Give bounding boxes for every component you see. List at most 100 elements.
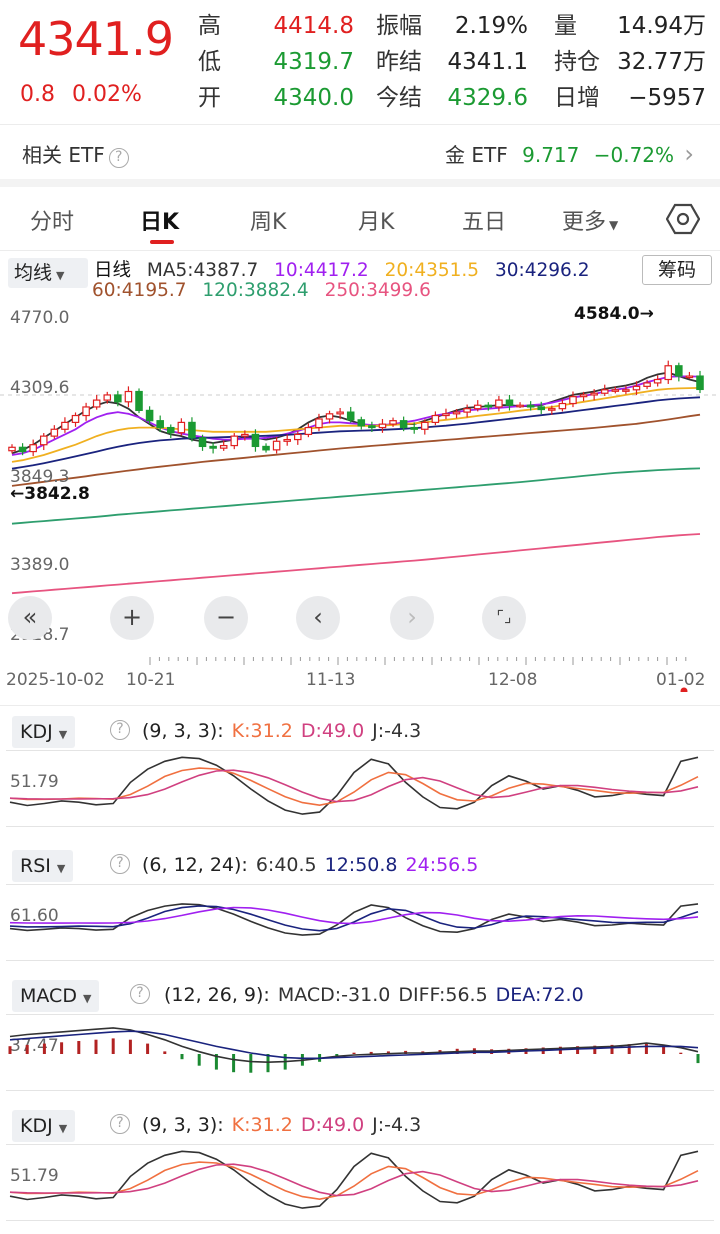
zoom-out-button[interactable]: − (204, 596, 248, 640)
candle-up (283, 438, 291, 442)
candle-down (484, 404, 493, 408)
macd-bar-negative (266, 1054, 270, 1073)
caret-down-icon: ▼ (58, 1122, 68, 1135)
j-line (9, 1150, 699, 1209)
candle-down (114, 394, 122, 403)
candle-up (50, 428, 59, 437)
macd-bar-positive (163, 1051, 167, 1054)
help-icon[interactable]: ? (130, 984, 150, 1004)
chart-controls: « + − ‹ › ⌜⌟ (0, 596, 720, 642)
candle-up (124, 390, 133, 403)
candle-up (61, 421, 69, 430)
caret-down-icon: ▼ (82, 992, 92, 1005)
x-tick-label: 2025-10-02 (6, 670, 105, 690)
dea-line (9, 1030, 699, 1060)
caret-down-icon: ▼ (58, 728, 68, 741)
kdj1-params: (9, 3, 3): (142, 720, 224, 742)
rsi-chart[interactable] (0, 884, 720, 960)
help-icon[interactable]: ? (110, 720, 130, 740)
macd-value: DEA:72.0 (495, 984, 584, 1006)
macd-bar-positive (644, 1043, 648, 1054)
macd-axis-label: 37.47 (10, 1036, 59, 1056)
rsi-selector[interactable]: RSI ▼ (12, 850, 74, 882)
tab-more[interactable]: 更多 ▼ (562, 204, 618, 236)
tab-daily-k[interactable]: 日K (140, 210, 180, 235)
kdj1-chart[interactable] (0, 750, 720, 826)
macd-selector[interactable]: MACD ▼ (12, 980, 100, 1012)
tab-weekly-k[interactable]: 周K (250, 210, 287, 235)
kdj1-selector[interactable]: KDJ ▼ (12, 716, 76, 748)
candle-up (590, 392, 598, 396)
gold-etf-link[interactable]: 金 ETF 9.717 −0.72% › (445, 139, 694, 168)
candle-up (548, 408, 556, 411)
open-label: 开 (198, 85, 221, 111)
macd-bar-negative (249, 1054, 253, 1073)
candle-up (177, 421, 186, 434)
tab-monthly-k[interactable]: 月K (358, 210, 395, 235)
help-icon[interactable]: ? (108, 148, 129, 168)
x-tick-label: 01-02 (656, 670, 706, 690)
candle-up (103, 394, 112, 401)
fullscreen-button[interactable]: ⌜⌟ (482, 596, 526, 640)
macd-bar-negative (180, 1054, 184, 1060)
j-line (9, 756, 699, 815)
low-value: 4319.7 (273, 49, 354, 75)
help-icon[interactable]: ? (110, 1114, 130, 1134)
period-tabs: 分时 日K 周K 月K 五日 更多 ▼ (0, 190, 720, 250)
candle-down (18, 446, 27, 453)
macd-bar-positive (128, 1039, 132, 1054)
settle-label: 今结 (376, 85, 422, 111)
y-tick-label: 4309.6 (10, 378, 70, 398)
candle-down (135, 390, 143, 411)
kdj2-values: (9, 3, 3): K:31.2 D:49.0 J:-4.3 (142, 1114, 429, 1136)
amplitude-label: 振幅 (376, 13, 422, 39)
candle-up (230, 435, 239, 447)
candle-down (399, 420, 408, 429)
scroll-right-button[interactable]: › (390, 596, 434, 640)
settings-icon[interactable] (666, 202, 700, 236)
candle-up (569, 396, 577, 405)
ma5-value: MA5:4387.7 (146, 260, 259, 281)
kdj2-chart[interactable] (0, 1144, 720, 1220)
macd-value: MACD:-31.0 (277, 984, 391, 1006)
chip-distribution-button[interactable]: 筹码 (642, 255, 712, 285)
candle-down (188, 421, 196, 439)
macd-values: (12, 26, 9): MACD:-31.0 DIFF:56.5 DEA:72.0 (164, 984, 592, 1006)
scroll-left-button[interactable]: ‹ (296, 596, 340, 640)
scroll-to-start-button[interactable]: « (8, 596, 52, 640)
current-day-marker (680, 687, 688, 692)
zoom-in-button[interactable]: + (110, 596, 154, 640)
macd-panel-header: MACD ▼? (12, 26, 9): MACD:-31.0 DIFF:56.5 DEA… (0, 978, 720, 1018)
related-etf[interactable]: 相关 ETF? (22, 139, 129, 168)
tab-five-day[interactable]: 五日 (462, 210, 507, 235)
macd-bar-positive (8, 1046, 12, 1054)
candlestick-chart[interactable] (0, 302, 720, 692)
x-tick-label: 11-13 (306, 670, 356, 690)
candle-up (495, 399, 503, 408)
ma20-value: 20:4351.5 (384, 260, 480, 281)
panel-border (6, 960, 714, 961)
candle-up (325, 413, 334, 420)
ma30-line (11, 396, 701, 470)
help-icon[interactable]: ? (110, 854, 130, 874)
macd-bar-positive (146, 1043, 150, 1054)
etf-row: 相关 ETF? 金 ETF 9.717 −0.72% › (0, 125, 720, 179)
candle-up (622, 389, 630, 392)
candle-up (473, 404, 482, 410)
ma250-line (11, 533, 701, 595)
quote-col-3: 量 14.94万 持仓 32.77万 日增 −5957 (554, 8, 706, 116)
quote-col-1: 高 4414.8 低 4319.7 开 4340.0 (198, 8, 354, 116)
low-label: 低 (198, 49, 221, 75)
ma250-value: 250:3499.6 (324, 280, 431, 301)
macd-bar-positive (111, 1038, 115, 1054)
candle-up (463, 408, 471, 413)
candle-up (71, 414, 80, 424)
volume-value: 14.94万 (617, 13, 706, 39)
macd-chart[interactable] (0, 1014, 720, 1090)
ma-values-row-2: 60:4195.7 120:3882.4 250:3499.6 (92, 280, 441, 301)
candle-down (368, 425, 376, 429)
candle-up (29, 444, 37, 453)
indicator-selector[interactable]: 均线 ▼ (8, 258, 88, 288)
tab-intraday[interactable]: 分时 (30, 210, 75, 235)
kdj2-selector[interactable]: KDJ ▼ (12, 1110, 76, 1142)
